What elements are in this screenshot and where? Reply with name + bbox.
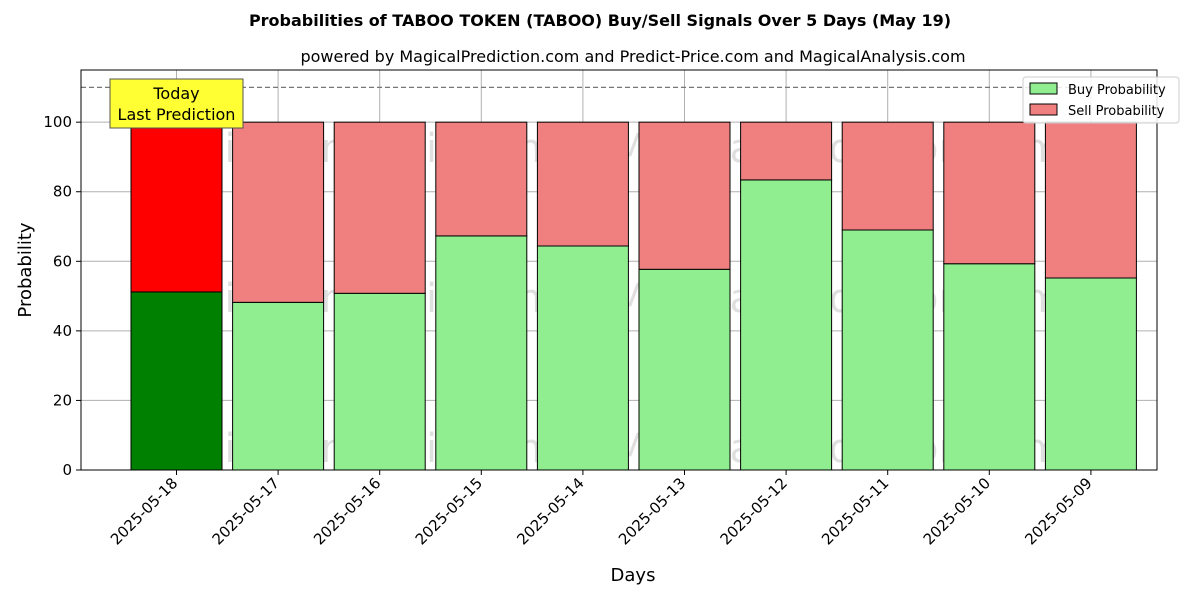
sell-bar bbox=[536, 121, 629, 247]
buy-bar bbox=[536, 245, 629, 471]
buy-bar bbox=[740, 179, 833, 471]
plot-frame bbox=[80, 69, 1158, 471]
buy-bar bbox=[130, 291, 223, 471]
bar-layer bbox=[130, 121, 1137, 471]
x-tick-label: 2025-05-09 bbox=[1021, 474, 1095, 548]
sell-bar bbox=[740, 121, 833, 181]
annotation-background bbox=[109, 78, 244, 129]
y-axis-label: Probability bbox=[15, 222, 36, 317]
legend-sell-swatch bbox=[1029, 103, 1058, 116]
x-tick-label: 2025-05-11 bbox=[818, 474, 892, 548]
x-tick-label: 2025-05-16 bbox=[310, 474, 384, 548]
legend-buy-swatch bbox=[1029, 82, 1058, 95]
y-tick-label: 80 bbox=[53, 183, 72, 201]
x-tick-label: 2025-05-10 bbox=[920, 474, 994, 548]
annotation-box: Today Last Prediction bbox=[109, 78, 244, 129]
chart-subtitle: powered by MagicalPrediction.com and Pre… bbox=[300, 47, 965, 66]
buy-bar bbox=[435, 235, 528, 471]
legend: Buy Probability Sell Probability bbox=[1022, 76, 1180, 124]
y-tick-label: 40 bbox=[53, 322, 72, 340]
y-tick-label: 20 bbox=[53, 391, 72, 409]
x-tick-label: 2025-05-18 bbox=[107, 474, 181, 548]
y-tick-label: 0 bbox=[62, 461, 72, 479]
sell-bar bbox=[435, 121, 528, 237]
sell-bar bbox=[841, 121, 934, 231]
buy-bar bbox=[943, 263, 1036, 471]
annotation-line-1: Today bbox=[152, 84, 199, 103]
x-tick-label: 2025-05-15 bbox=[412, 474, 486, 548]
x-tick-label: 2025-05-17 bbox=[209, 474, 283, 548]
buy-bar bbox=[1044, 277, 1137, 471]
sell-bar bbox=[232, 121, 325, 303]
chart-title: Probabilities of TABOO TOKEN (TABOO) Buy… bbox=[249, 11, 951, 30]
y-tick-label: 100 bbox=[43, 113, 72, 131]
y-tick-label: 60 bbox=[53, 252, 72, 270]
annotation-line-2: Last Prediction bbox=[118, 105, 236, 124]
sell-bar bbox=[333, 121, 426, 294]
buy-bar bbox=[333, 292, 426, 471]
x-tick-label: 2025-05-12 bbox=[717, 474, 791, 548]
sell-bar bbox=[1044, 121, 1137, 279]
legend-buy-label: Buy Probability bbox=[1068, 83, 1166, 98]
legend-frame bbox=[1022, 76, 1180, 124]
x-axis-label: Days bbox=[611, 565, 656, 586]
sell-bar bbox=[130, 121, 223, 293]
sell-bar bbox=[638, 121, 731, 270]
buy-bar bbox=[841, 229, 934, 471]
buy-bar bbox=[232, 301, 325, 471]
buy-bar bbox=[638, 268, 731, 471]
sell-bar bbox=[943, 121, 1036, 265]
x-tick-label: 2025-05-14 bbox=[513, 474, 587, 548]
x-tick-label: 2025-05-13 bbox=[615, 474, 689, 548]
legend-sell-label: Sell Probability bbox=[1068, 104, 1165, 119]
